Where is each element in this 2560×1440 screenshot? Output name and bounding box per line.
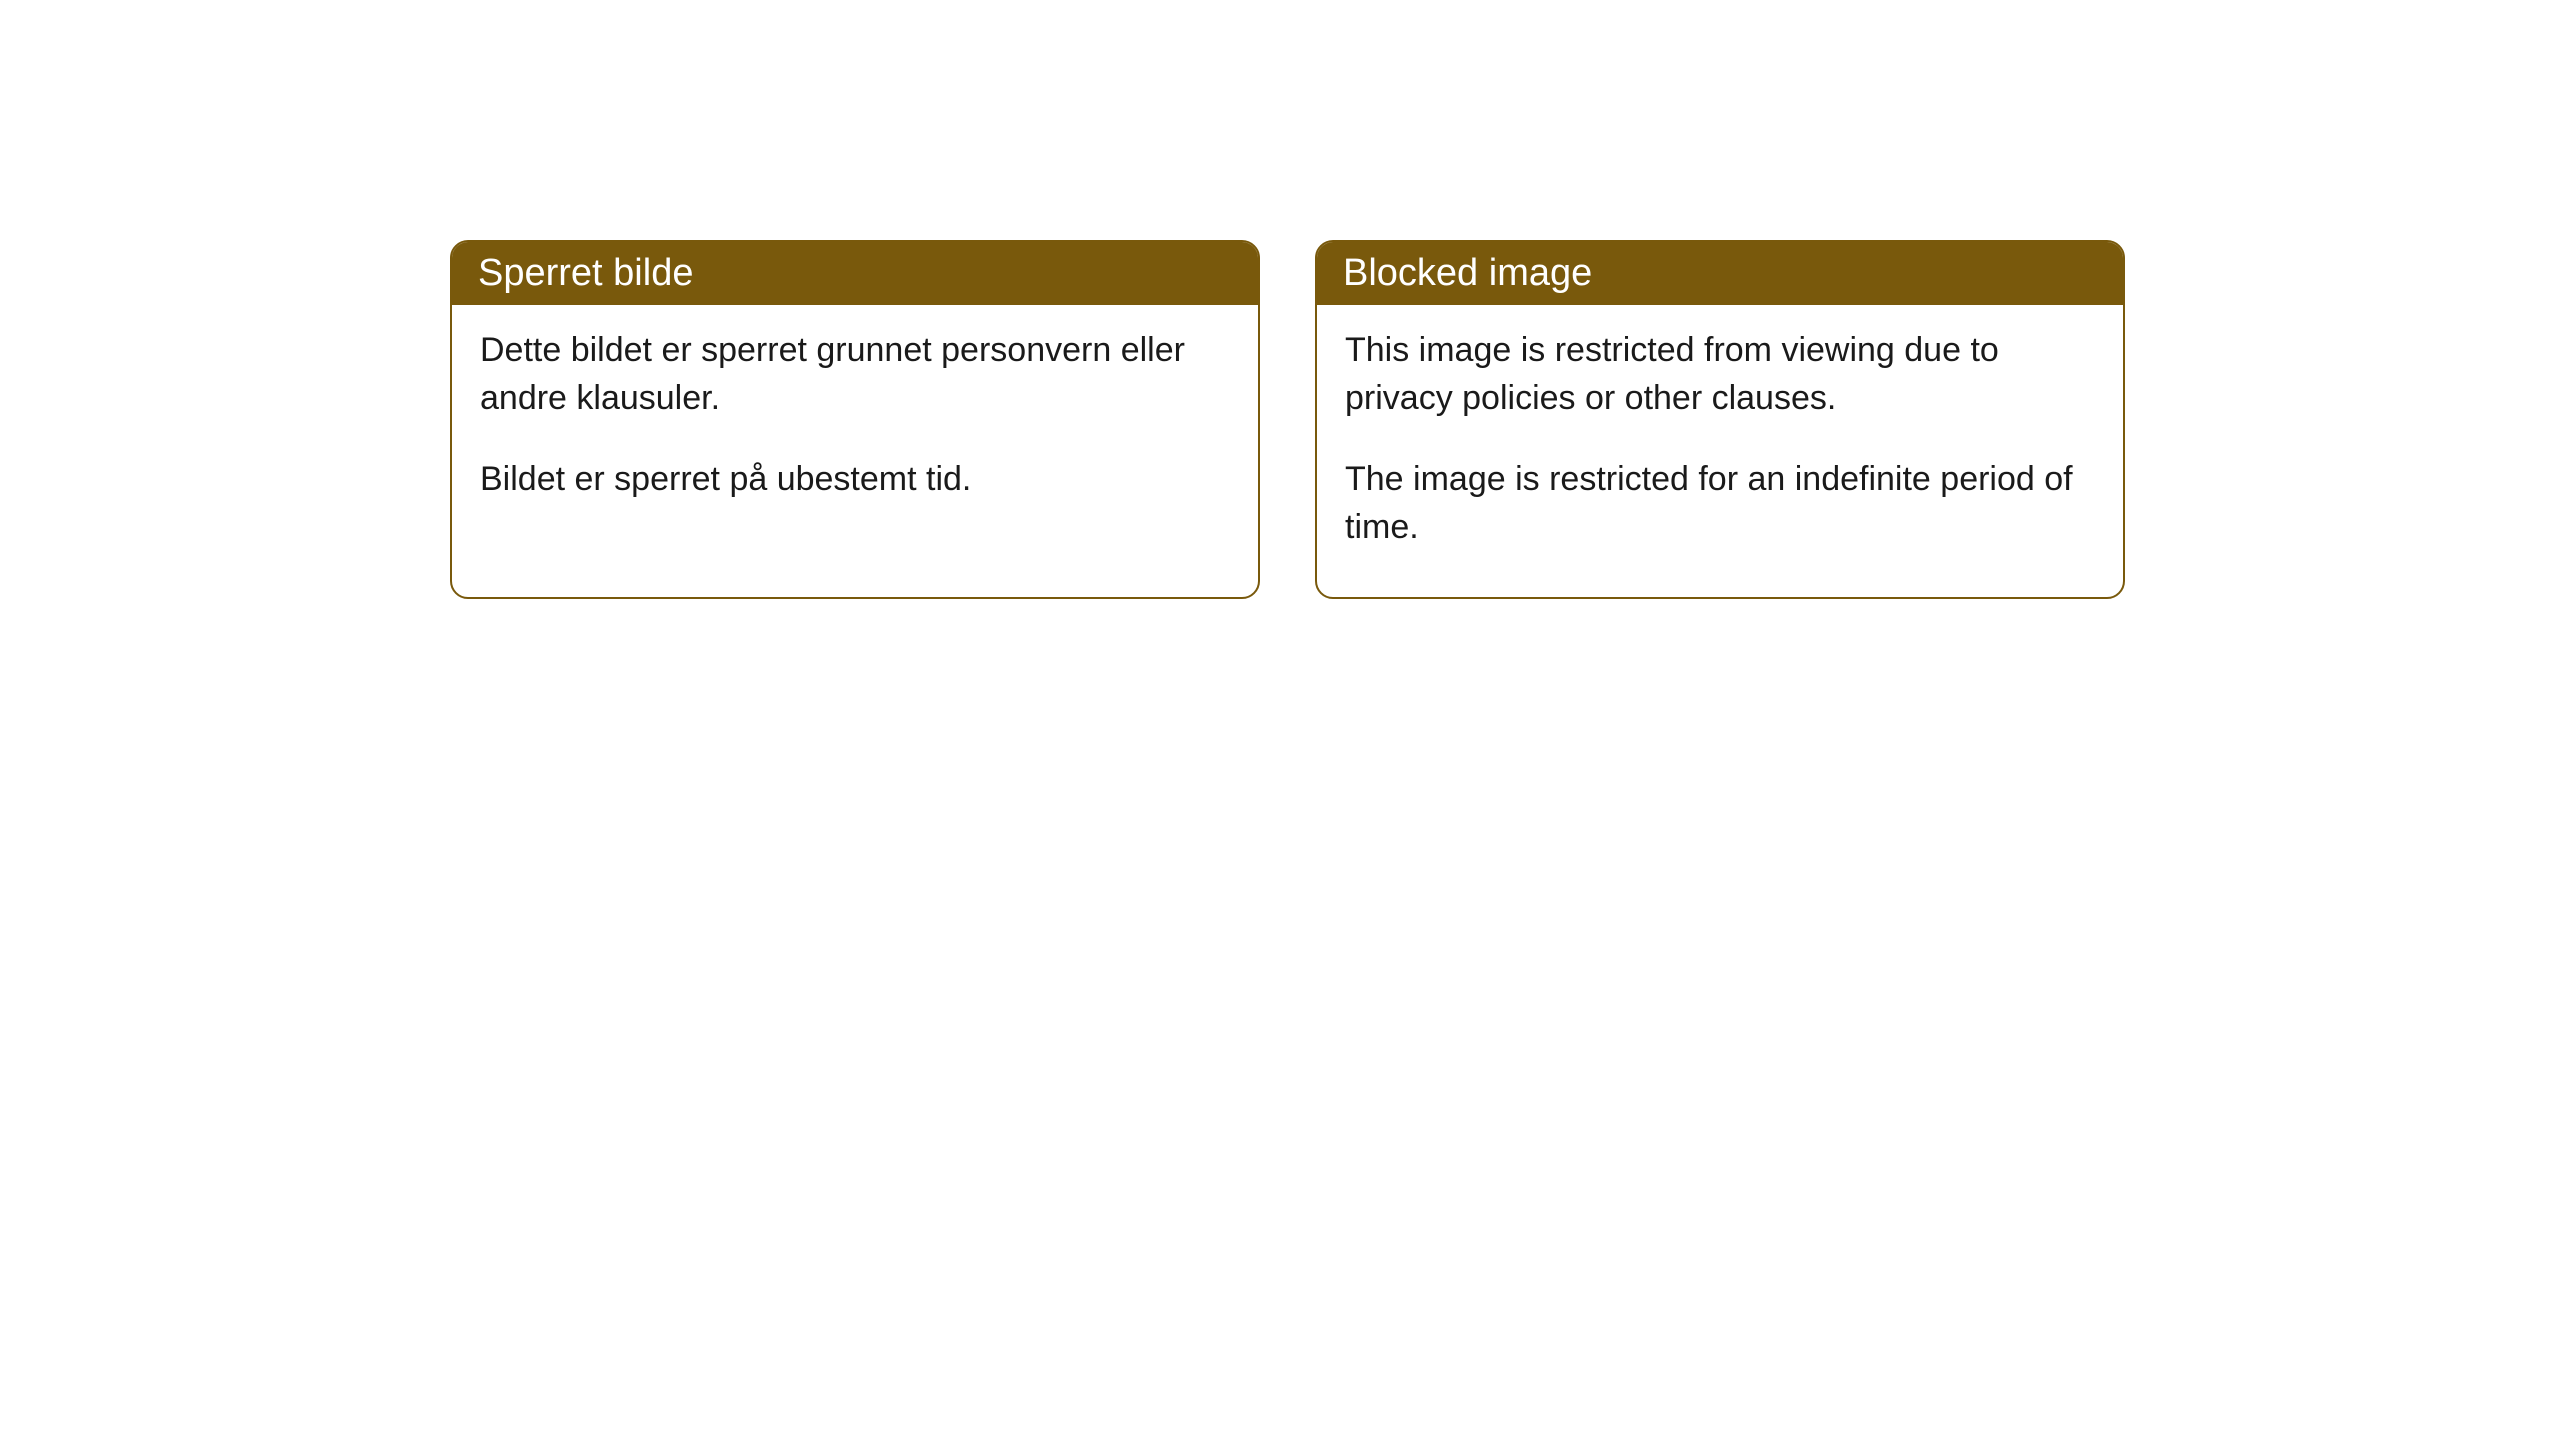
card-paragraph-1: Dette bildet er sperret grunnet personve… [480, 327, 1230, 422]
card-title: Blocked image [1343, 252, 1592, 294]
card-body: This image is restricted from viewing du… [1317, 305, 2123, 597]
card-header: Blocked image [1317, 242, 2123, 305]
card-title: Sperret bilde [478, 252, 693, 294]
card-paragraph-1: This image is restricted from viewing du… [1345, 327, 2095, 422]
card-paragraph-2: The image is restricted for an indefinit… [1345, 456, 2095, 551]
card-body: Dette bildet er sperret grunnet personve… [452, 305, 1258, 550]
blocked-image-card-norwegian: Sperret bilde Dette bildet er sperret gr… [450, 240, 1260, 599]
cards-container: Sperret bilde Dette bildet er sperret gr… [450, 240, 2125, 599]
card-paragraph-2: Bildet er sperret på ubestemt tid. [480, 456, 1230, 504]
blocked-image-card-english: Blocked image This image is restricted f… [1315, 240, 2125, 599]
card-header: Sperret bilde [452, 242, 1258, 305]
